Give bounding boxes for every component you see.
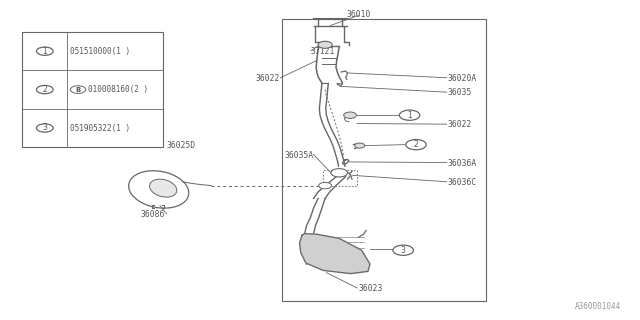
Text: 051905322(1 ): 051905322(1 ) xyxy=(70,124,131,132)
Text: B: B xyxy=(76,87,81,92)
Text: A360001044: A360001044 xyxy=(575,302,621,311)
Text: 1: 1 xyxy=(407,111,412,120)
Bar xyxy=(22,32,163,147)
Text: 36023: 36023 xyxy=(358,284,383,293)
Circle shape xyxy=(318,41,332,48)
Text: 3: 3 xyxy=(42,124,47,132)
Text: 36022: 36022 xyxy=(448,120,472,129)
Text: 3: 3 xyxy=(401,246,406,255)
Circle shape xyxy=(319,182,332,189)
Ellipse shape xyxy=(150,179,177,197)
Text: 36025D: 36025D xyxy=(166,141,196,150)
Bar xyxy=(282,19,486,301)
Text: 2: 2 xyxy=(42,85,47,94)
Text: 36035: 36035 xyxy=(448,88,472,97)
Text: 37121: 37121 xyxy=(310,47,335,56)
Circle shape xyxy=(344,112,356,118)
Polygon shape xyxy=(300,234,370,274)
Circle shape xyxy=(355,143,365,148)
Text: 36086: 36086 xyxy=(141,210,165,219)
Text: 010008160(2 ): 010008160(2 ) xyxy=(88,85,148,94)
Text: 36022: 36022 xyxy=(255,74,280,83)
Text: 36020A: 36020A xyxy=(448,74,477,83)
Text: 051510000(1 ): 051510000(1 ) xyxy=(70,47,131,56)
Circle shape xyxy=(331,169,348,177)
Text: 36010: 36010 xyxy=(346,10,371,19)
Text: 36036A: 36036A xyxy=(448,159,477,168)
Text: 2: 2 xyxy=(413,140,419,149)
Text: 36036C: 36036C xyxy=(448,178,477,187)
Text: 1: 1 xyxy=(42,47,47,56)
Text: 36035A: 36035A xyxy=(285,151,314,160)
